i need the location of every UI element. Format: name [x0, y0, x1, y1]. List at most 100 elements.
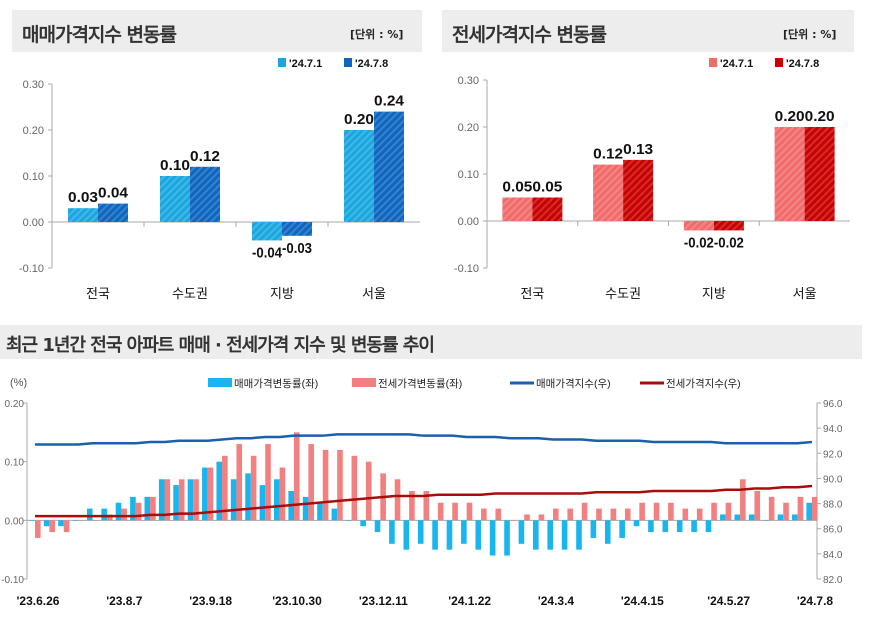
bar-매매가격변동률(좌) — [403, 520, 410, 550]
bar-hatch — [98, 203, 128, 222]
bar-매매가격변동률(좌) — [576, 520, 582, 550]
bar-매매가격변동률(좌) — [331, 508, 338, 521]
bar-매매가격변동률(좌) — [792, 514, 798, 521]
legend-label: 매매가격지수(우) — [536, 377, 611, 390]
bar-매매가격변동률(좌) — [245, 473, 251, 521]
y-tick-label: -0.10 — [454, 263, 479, 275]
data-label: -0.02 — [714, 234, 744, 251]
bar-매매가격변동률(좌) — [533, 520, 539, 550]
category-label: 서울 — [362, 286, 386, 301]
x-tick-label: '24.4.15 — [621, 594, 664, 608]
legend-label: 전세가격지수(우) — [666, 377, 741, 390]
x-tick-label: '23.8.7 — [106, 594, 143, 608]
data-label: 0.24 — [374, 93, 405, 110]
y-tick-label: 0.00 — [23, 217, 44, 229]
y-tick-label: 0.10 — [23, 171, 44, 183]
y-tick-label: 0.10 — [5, 458, 25, 469]
bar-매매가격변동률(좌) — [360, 520, 366, 527]
bar-전세가격변동률(좌) — [78, 520, 84, 521]
bar-hatch — [713, 221, 744, 231]
bar-전세가격변동률(좌) — [466, 502, 473, 521]
y2-tick-label: 88.0 — [823, 500, 843, 511]
jeonse-chart-title: 전세가격지수 변동률 — [452, 24, 607, 46]
bar-hatch — [774, 127, 805, 221]
bar-hatch — [160, 176, 190, 222]
y-tick-label: -0.10 — [1, 575, 24, 586]
bar-매매가격변동률(좌) — [489, 520, 496, 556]
data-label: 0.12 — [593, 146, 623, 163]
bar-매매가격변동률(좌) — [302, 496, 309, 521]
line-매매가격지수(우) — [35, 433, 813, 446]
bar-전세가격변동률(좌) — [351, 455, 358, 521]
bar-매매가격변동률(좌) — [705, 520, 712, 533]
data-label: -0.04 — [252, 244, 283, 261]
sale-chart-title-bar — [12, 10, 422, 52]
data-label: 0.13 — [623, 141, 653, 158]
category-label: 서울 — [793, 286, 817, 301]
y2-tick-label: 96.0 — [823, 399, 843, 410]
bar-전세가격변동률(좌) — [49, 520, 55, 533]
bar-전세가격변동률(좌) — [610, 508, 617, 521]
bar-매매가격변동률(좌) — [29, 520, 35, 521]
bar-매매가격변동률(좌) — [633, 520, 640, 527]
bar-전세가격변동률(좌) — [668, 502, 674, 521]
bar-hatch — [374, 111, 404, 222]
data-label: 0.20 — [775, 108, 805, 125]
bar-매매가격변동률(좌) — [777, 514, 784, 521]
bar-전세가격변동률(좌) — [250, 455, 257, 521]
x-tick-label: '24.1.22 — [448, 594, 491, 608]
data-label: 0.05 — [502, 179, 532, 196]
legend-label: '24.7.1 — [289, 58, 322, 70]
data-label: -0.03 — [282, 240, 312, 257]
bar-전세가격변동률(좌) — [121, 508, 127, 521]
bar-매매가격변동률(좌) — [547, 520, 553, 550]
bar-매매가격변동률(좌) — [662, 520, 669, 533]
bar-전세가격변동률(좌) — [322, 449, 329, 521]
bar-전세가격변동률(좌) — [337, 449, 343, 521]
bar-매매가격변동률(좌) — [475, 520, 482, 550]
data-label: 0.20 — [805, 108, 835, 125]
y-tick-label: 0.20 — [23, 125, 44, 137]
bar-전세가격변동률(좌) — [596, 508, 602, 521]
legend-label: '24.7.1 — [720, 58, 753, 70]
legend-swatch — [352, 378, 376, 387]
x-tick-label: '24.3.4 — [538, 594, 575, 608]
bar-매매가격변동률(좌) — [748, 514, 755, 521]
bar-매매가격변동률(좌) — [691, 520, 697, 533]
bar-전세가격변동률(좌) — [524, 514, 530, 521]
bar-전세가격변동률(좌) — [553, 508, 559, 521]
bar-매매가격변동률(좌) — [676, 520, 683, 533]
bar-매매가격변동률(좌) — [590, 520, 597, 538]
bar-전세가격변동률(좌) — [106, 514, 113, 521]
y2-tick-label: 92.0 — [823, 449, 843, 460]
bar-전세가격변동률(좌) — [35, 520, 41, 538]
bar-매매가격변동률(좌) — [58, 520, 64, 527]
y2-tick-label: 94.0 — [823, 424, 843, 435]
bar-매매가격변동률(좌) — [604, 520, 611, 544]
trend-chart-title: 최근 1년간 전국 아파트 매매 · 전세가격 지수 및 변동률 추이 — [6, 335, 435, 356]
line-전세가격지수(우) — [35, 484, 813, 518]
data-label: 0.10 — [160, 157, 190, 174]
y-tick-label: 0.20 — [5, 399, 25, 410]
bar-hatch — [190, 166, 220, 222]
bar-전세가격변동률(좌) — [495, 508, 502, 521]
data-label: 0.05 — [532, 179, 562, 196]
bar-전세가격변동률(좌) — [653, 502, 660, 521]
bar-매매가격변동률(좌) — [518, 520, 525, 544]
y-tick-label: 0.30 — [23, 79, 44, 91]
bar-전세가격변동률(좌) — [164, 479, 171, 521]
bar-전세가격변동률(좌) — [207, 467, 214, 521]
bar-전세가격변동률(좌) — [754, 491, 761, 521]
bar-hatch — [623, 159, 654, 221]
x-tick-label: '23.6.26 — [17, 594, 60, 608]
y-tick-label: 0.00 — [5, 516, 25, 527]
category-label: 전국 — [520, 286, 544, 301]
y2-tick-label: 84.0 — [823, 550, 843, 561]
bar-전세가격변동률(좌) — [92, 520, 99, 521]
bar-전세가격변동률(좌) — [308, 444, 314, 521]
x-tick-label: '23.10.30 — [272, 594, 322, 608]
y-tick-label: 0.20 — [458, 122, 479, 134]
sale-chart-unit: [단위 : %] — [350, 28, 404, 41]
bar-매매가격변동률(좌) — [317, 502, 323, 521]
bar-전세가격변동률(좌) — [452, 502, 458, 521]
